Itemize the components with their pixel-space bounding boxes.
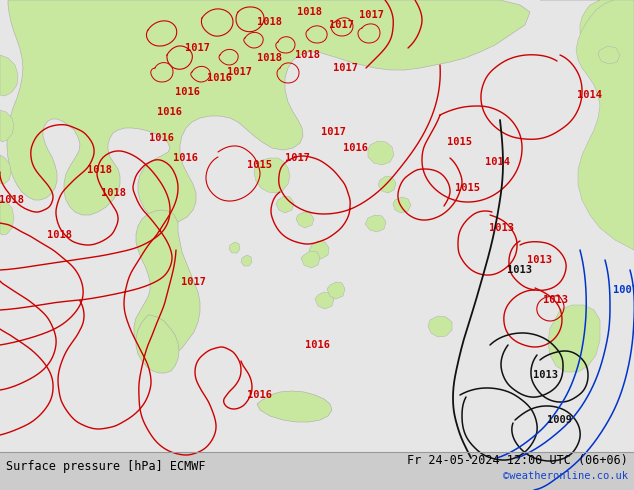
Text: 1017: 1017	[181, 277, 205, 287]
Polygon shape	[134, 210, 200, 360]
Text: 1017: 1017	[359, 10, 384, 20]
Polygon shape	[327, 282, 345, 299]
Text: 1013: 1013	[489, 223, 515, 233]
Polygon shape	[0, 55, 18, 96]
Text: 1018: 1018	[257, 17, 283, 27]
Text: 1016: 1016	[344, 143, 368, 153]
Polygon shape	[0, 155, 11, 184]
Polygon shape	[315, 292, 334, 309]
Text: 1016: 1016	[247, 390, 273, 400]
Text: 1017: 1017	[186, 43, 210, 53]
Text: ©weatheronline.co.uk: ©weatheronline.co.uk	[503, 471, 628, 481]
Polygon shape	[241, 255, 252, 266]
Text: Surface pressure [hPa] ECMWF: Surface pressure [hPa] ECMWF	[6, 460, 205, 472]
Text: 1018: 1018	[257, 53, 283, 63]
Bar	[0, 452, 634, 490]
Polygon shape	[309, 241, 329, 259]
Polygon shape	[229, 242, 240, 253]
Text: 1018: 1018	[0, 195, 25, 205]
Polygon shape	[598, 46, 620, 64]
Text: 1007: 1007	[612, 285, 634, 295]
Text: 1015: 1015	[448, 137, 472, 147]
Polygon shape	[136, 315, 179, 373]
Text: 1017: 1017	[332, 63, 358, 73]
Text: 1018: 1018	[101, 188, 126, 198]
Text: Fr 24-05-2024 12:00 UTC (06+06): Fr 24-05-2024 12:00 UTC (06+06)	[407, 454, 628, 466]
Polygon shape	[301, 251, 320, 268]
Text: 1015: 1015	[247, 160, 273, 170]
Polygon shape	[368, 141, 394, 165]
Polygon shape	[0, 200, 14, 235]
Text: 1018: 1018	[87, 165, 112, 175]
Text: 1013: 1013	[527, 255, 552, 265]
Text: 1016: 1016	[306, 340, 330, 350]
Polygon shape	[7, 0, 530, 224]
Text: 1017: 1017	[330, 20, 354, 30]
Text: 1017: 1017	[285, 153, 311, 163]
Polygon shape	[378, 176, 396, 193]
Polygon shape	[540, 0, 634, 80]
Text: 1015: 1015	[455, 183, 481, 193]
Text: 1013: 1013	[543, 295, 567, 305]
Text: 1018: 1018	[297, 7, 323, 17]
Text: 1017: 1017	[321, 127, 346, 137]
Text: 1014: 1014	[486, 157, 510, 167]
Polygon shape	[393, 197, 411, 213]
Text: 1016: 1016	[150, 133, 174, 143]
Polygon shape	[365, 215, 386, 232]
Polygon shape	[276, 196, 294, 213]
Text: 1016: 1016	[176, 87, 200, 97]
Text: 1016: 1016	[172, 153, 198, 163]
Text: 1014: 1014	[578, 90, 602, 100]
Polygon shape	[254, 158, 290, 193]
Text: 1016: 1016	[157, 107, 183, 117]
Text: 1013: 1013	[507, 265, 533, 275]
Polygon shape	[296, 212, 314, 228]
Text: 1009: 1009	[548, 415, 573, 425]
Text: 1017: 1017	[228, 67, 252, 77]
Polygon shape	[428, 316, 452, 337]
Polygon shape	[0, 110, 14, 142]
Text: 1018: 1018	[295, 50, 321, 60]
Text: 1013: 1013	[533, 370, 557, 380]
Polygon shape	[576, 0, 634, 250]
Polygon shape	[257, 391, 332, 422]
Polygon shape	[548, 305, 600, 372]
Text: 1018: 1018	[48, 230, 72, 240]
Text: 1016: 1016	[207, 73, 233, 83]
